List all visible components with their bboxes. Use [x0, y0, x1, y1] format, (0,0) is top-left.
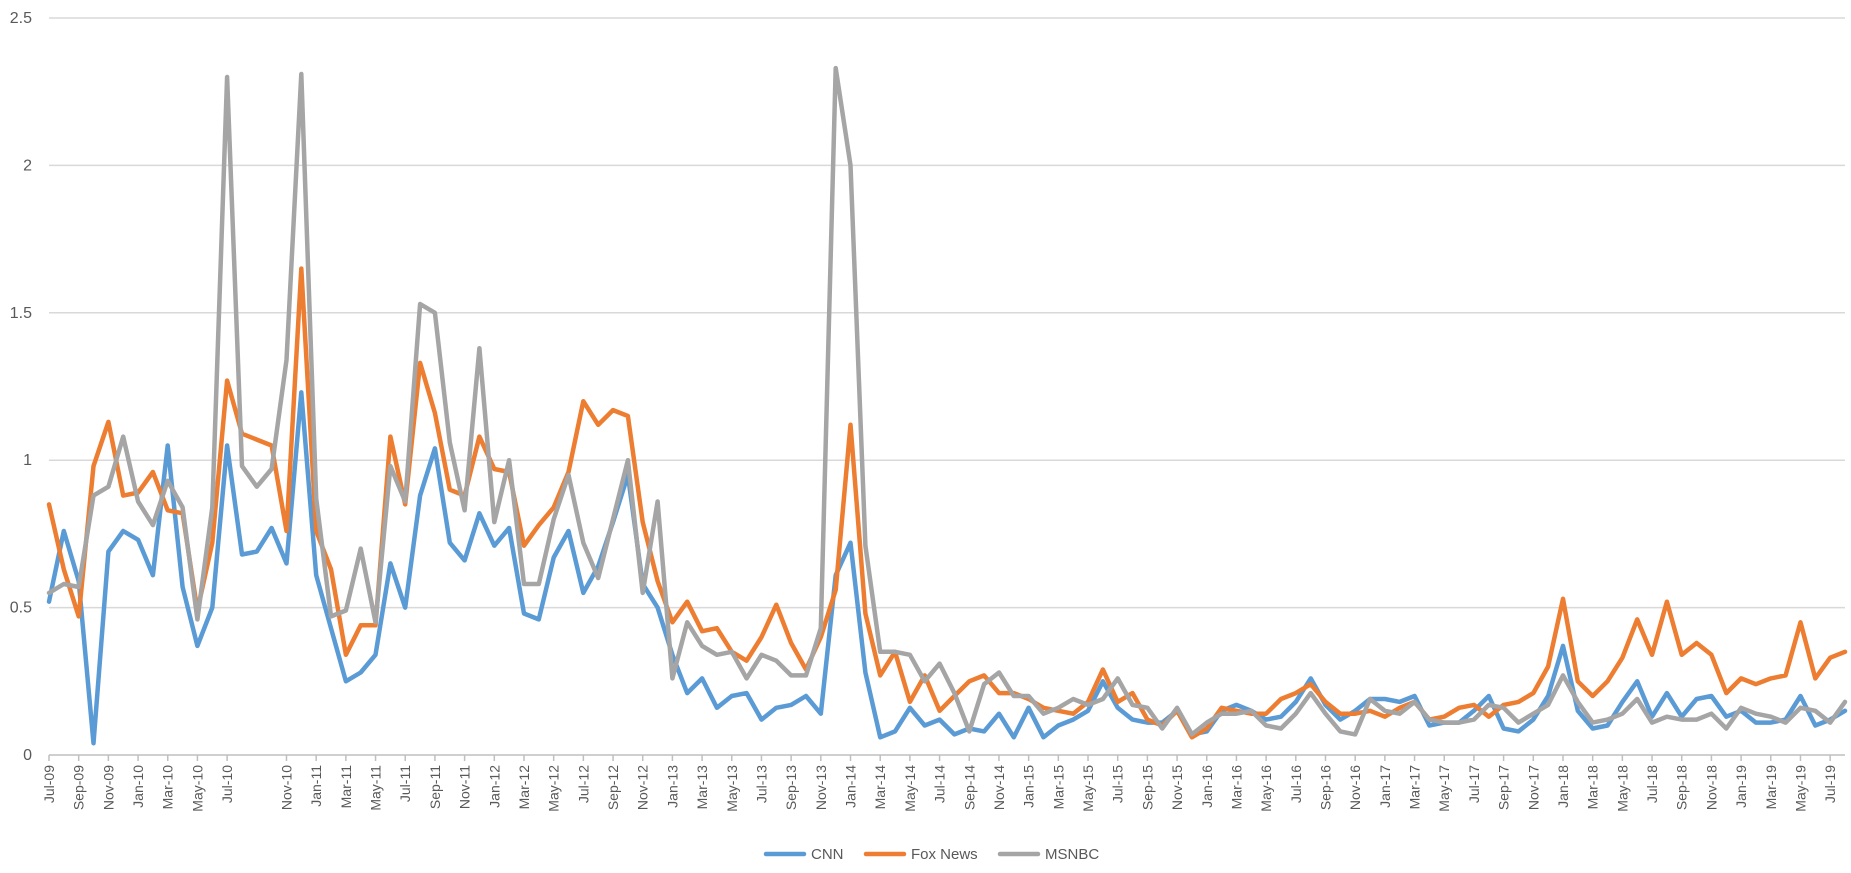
- x-tick-label: Nov-10: [278, 765, 294, 810]
- x-tick-label: Sep-12: [605, 765, 621, 810]
- x-tick-label: Jan-17: [1377, 765, 1393, 808]
- x-tick-label: Jul-09: [41, 765, 57, 803]
- x-tick-label: Jul-19: [1822, 765, 1838, 803]
- x-tick-label: Nov-11: [457, 765, 473, 809]
- y-tick-label: 0.5: [10, 600, 32, 617]
- y-tick-label: 2.5: [10, 10, 32, 27]
- x-tick-label: Jul-17: [1466, 765, 1482, 803]
- x-tick-label: Jan-15: [1021, 765, 1037, 808]
- x-tick-label: Jul-16: [1288, 765, 1304, 803]
- y-tick-label: 1: [23, 452, 32, 469]
- legend-label-cnn: CNN: [811, 846, 844, 863]
- x-tick-label: Jan-12: [486, 765, 502, 808]
- x-tick-label: Nov-18: [1703, 765, 1719, 810]
- x-tick-label: Jul-13: [753, 765, 769, 803]
- x-tick-label: Sep-13: [783, 765, 799, 810]
- series-line-fox-news: [46, 266, 1848, 740]
- gridlines: [49, 17, 1845, 609]
- x-tick-label: Jul-15: [1110, 765, 1126, 803]
- x-tick-label: Jul-18: [1644, 765, 1660, 803]
- x-tick-label: Nov-16: [1347, 765, 1363, 810]
- x-tick-label: Jul-14: [932, 765, 948, 803]
- x-tick-label: Mar-15: [1050, 765, 1066, 810]
- x-tick-label: Jan-10: [130, 765, 146, 808]
- y-tick-label: 0: [23, 747, 32, 764]
- x-tick-label: Sep-17: [1496, 765, 1512, 810]
- x-tick-label: Mar-16: [1228, 765, 1244, 810]
- x-tick-label: May-13: [724, 765, 740, 812]
- legend-label-msnbc: MSNBC: [1045, 846, 1099, 863]
- x-tick-label: Nov-09: [100, 765, 116, 810]
- x-tick-label: May-18: [1614, 765, 1630, 812]
- x-tick-label: Mar-12: [516, 765, 532, 810]
- y-axis-ticks: 0 0.5 1 1.5 2 2.5: [10, 10, 32, 764]
- x-tick-label: Mar-13: [694, 765, 710, 810]
- y-tick-label: 1.5: [10, 305, 32, 322]
- x-tick-label: Nov-14: [991, 765, 1007, 810]
- series-lines: [46, 65, 1848, 746]
- x-tick-label: Jan-13: [664, 765, 680, 808]
- x-tick-label: Jan-19: [1733, 765, 1749, 808]
- x-tick-label: Sep-15: [1139, 765, 1155, 810]
- x-tick-label: Sep-14: [961, 765, 977, 810]
- x-tick-label: May-19: [1792, 765, 1808, 812]
- x-tick-label: Sep-18: [1674, 765, 1690, 810]
- x-tick-label: May-17: [1436, 765, 1452, 812]
- x-tick-label: Sep-11: [427, 765, 443, 809]
- x-tick-label: Nov-15: [1169, 765, 1185, 810]
- x-tick-label: May-11: [368, 765, 384, 811]
- x-tick-label: Mar-14: [872, 765, 888, 810]
- x-tick-label: Jul-12: [575, 765, 591, 803]
- x-tick-label: Mar-10: [160, 765, 176, 810]
- legend-label-fox-news: Fox News: [911, 846, 978, 863]
- x-tick-label: Jul-10: [219, 765, 235, 803]
- x-tick-label: May-14: [902, 765, 918, 812]
- x-tick-label: Mar-11: [338, 765, 354, 809]
- legend: CNN Fox News MSNBC: [763, 846, 1099, 863]
- x-tick-label: Jan-11: [308, 765, 324, 807]
- x-tick-label: Jul-11: [397, 765, 413, 802]
- x-tick-label: Sep-16: [1317, 765, 1333, 810]
- x-tick-label: Jan-18: [1555, 765, 1571, 808]
- x-tick-label: Mar-17: [1407, 765, 1423, 810]
- x-tick-label: Jan-16: [1199, 765, 1215, 808]
- x-tick-label: Nov-17: [1525, 765, 1541, 810]
- y-tick-label: 2: [23, 157, 32, 174]
- x-tick-label: Mar-19: [1763, 765, 1779, 810]
- x-tick-label: Mar-18: [1585, 765, 1601, 810]
- x-tick-label: Nov-12: [635, 765, 651, 810]
- x-tick-label: May-16: [1258, 765, 1274, 812]
- series-line-msnbc: [46, 65, 1848, 737]
- x-tick-label: Nov-13: [813, 765, 829, 810]
- series-line-cnn: [46, 390, 1848, 746]
- x-tick-label: May-10: [189, 765, 205, 812]
- x-axis: Jul-09 Sep-09 Nov-09 Jan-10 Mar-10 May-10 Jul-…: [41, 754, 1845, 812]
- x-tick-label: Jan-14: [843, 765, 859, 808]
- x-tick-label: May-12: [546, 765, 562, 812]
- x-tick-label: Sep-09: [71, 765, 87, 810]
- x-tick-label: May-15: [1080, 765, 1096, 812]
